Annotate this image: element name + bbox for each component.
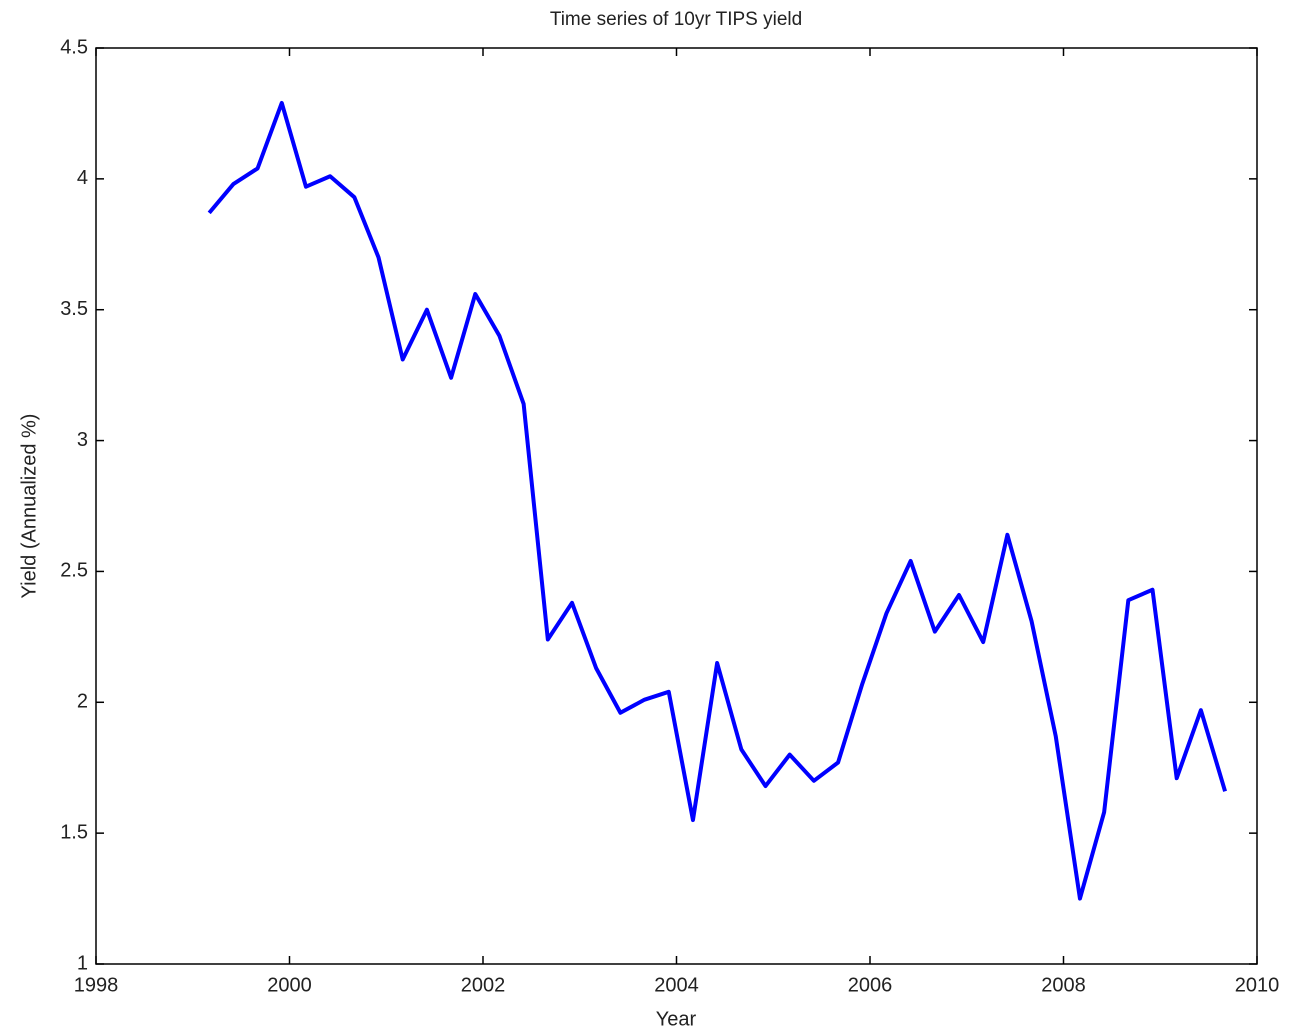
y-tick-label: 4 [77,167,88,189]
y-tick-label: 2.5 [60,560,88,582]
x-axis-label: Year [656,1008,697,1030]
x-tick-label: 2010 [1235,974,1280,996]
chart-title: Time series of 10yr TIPS yield [550,9,802,30]
x-tick-label: 2006 [848,974,893,996]
y-tick-label: 3.5 [60,298,88,320]
x-tick-label: 1998 [74,974,119,996]
y-tick-label: 3 [77,429,88,451]
data-line [207,100,1227,901]
x-tick-label: 2004 [654,974,699,996]
x-tick-label: 2000 [267,974,312,996]
plot-frame [95,47,1258,965]
y-axis-label: Yield (Annualized %) [18,414,40,599]
y-tick-label: 2 [77,691,88,713]
y-tick-label: 1 [77,952,88,974]
x-tick-label: 2008 [1041,974,1086,996]
x-tick-label: 2002 [461,974,506,996]
y-tick-label: 4.5 [60,36,88,58]
y-tick-label: 1.5 [60,821,88,843]
